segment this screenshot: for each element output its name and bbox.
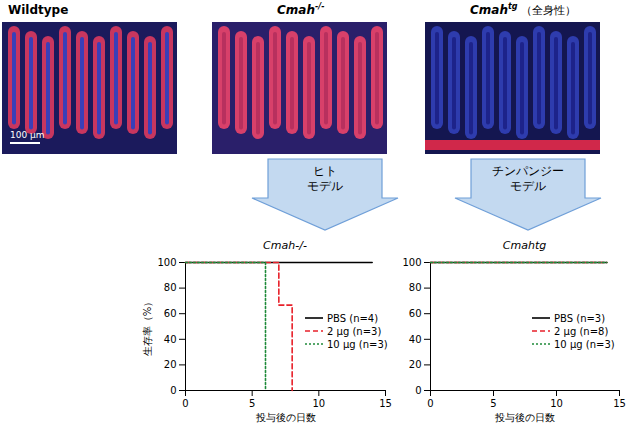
svg-text:60: 60 (409, 308, 422, 319)
svg-text:0: 0 (427, 398, 433, 409)
svg-text:60: 60 (164, 308, 177, 319)
svg-text:投与後の日数: 投与後の日数 (255, 412, 316, 423)
svg-text:80: 80 (164, 282, 177, 293)
svg-text:ヒト: ヒト (313, 164, 337, 178)
svg-text:40: 40 (409, 334, 422, 345)
svg-text:100 µm: 100 µm (10, 130, 45, 140)
svg-text:生存率（%）: 生存率（%） (142, 297, 153, 357)
svg-text:15: 15 (379, 398, 392, 409)
svg-text:100: 100 (157, 257, 176, 268)
svg-text:0: 0 (415, 385, 421, 396)
svg-text:0: 0 (182, 398, 188, 409)
svg-text:80: 80 (409, 282, 422, 293)
html-text:Cmahtg（全身性）: Cmahtg（全身性） (470, 2, 576, 17)
svg-text:15: 15 (613, 398, 626, 409)
svg-text:40: 40 (164, 334, 177, 345)
svg-text:モデル: モデル (307, 179, 343, 193)
svg-text:20: 20 (409, 359, 422, 370)
svg-text:10: 10 (550, 398, 563, 409)
html-text:Wildtype: Wildtype (8, 3, 69, 17)
svg-text:0: 0 (170, 385, 176, 396)
svg-text:モデル: モデル (510, 179, 546, 193)
svg-text:5: 5 (249, 398, 255, 409)
svg-text:2 µg (n=8): 2 µg (n=8) (554, 325, 608, 336)
svg-text:20: 20 (164, 359, 177, 370)
html-text:Cmahtg: Cmahtg (502, 239, 547, 252)
svg-text:100: 100 (402, 257, 421, 268)
svg-text:2 µg (n=3): 2 µg (n=3) (327, 325, 381, 336)
svg-text:5: 5 (490, 398, 496, 409)
svg-text:10 µg (n=3): 10 µg (n=3) (554, 338, 615, 349)
html-text:Cmah-/-: Cmah-/- (277, 2, 325, 17)
svg-text:10 µg (n=3): 10 µg (n=3) (327, 338, 388, 349)
svg-text:PBS (n=4): PBS (n=4) (327, 312, 378, 323)
svg-text:PBS (n=3): PBS (n=3) (554, 312, 605, 323)
svg-text:投与後の日数: 投与後の日数 (494, 412, 555, 423)
svg-text:チンパンジー: チンパンジー (492, 164, 564, 178)
html-text:Cmah-/-: Cmah-/- (263, 239, 307, 252)
svg-text:10: 10 (312, 398, 325, 409)
